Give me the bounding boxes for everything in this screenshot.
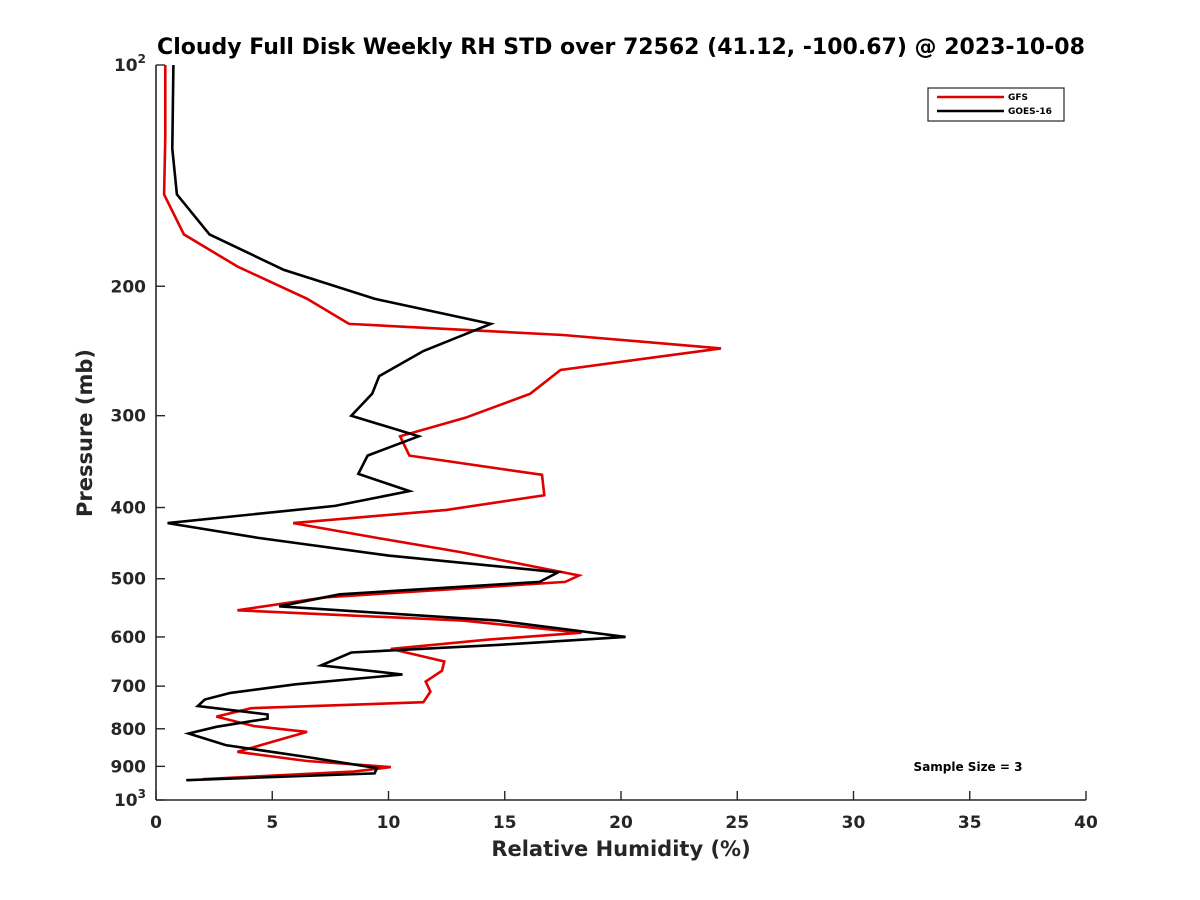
x-tick-label: 20	[609, 813, 633, 833]
y-tick-label: 200	[111, 277, 147, 297]
y-tick-label: 103	[114, 787, 146, 811]
x-tick-label: 30	[842, 813, 866, 833]
x-axis-label: Relative Humidity (%)	[491, 837, 750, 861]
x-tick-label: 35	[958, 813, 982, 833]
y-tick-label: 800	[111, 720, 147, 740]
y-tick-label: 900	[111, 757, 147, 777]
x-ticks: 0 5 10 15 20 25 30 35 40	[150, 791, 1098, 833]
series-line-goes-16	[167, 64, 626, 782]
plot-area	[156, 65, 1086, 800]
y-tick-label: 300	[111, 407, 147, 427]
legend-label-gfs: GFS	[1008, 93, 1028, 103]
sample-size-annotation: Sample Size = 3	[914, 760, 1023, 774]
x-tick-label: 25	[725, 813, 749, 833]
y-tick-label: 700	[111, 677, 147, 697]
y-axis-label: Pressure (mb)	[73, 349, 97, 517]
y-tick-label: 102	[114, 52, 146, 76]
y-tick-label: 500	[111, 570, 147, 590]
x-tick-label: 0	[150, 813, 162, 833]
legend-label-goes-16: GOES-16	[1008, 107, 1052, 117]
series-line-gfs	[162, 65, 722, 781]
chart-title: Cloudy Full Disk Weekly RH STD over 7256…	[157, 35, 1085, 60]
x-tick-label: 10	[377, 813, 401, 833]
x-tick-label: 5	[266, 813, 278, 833]
x-tick-label: 40	[1074, 813, 1098, 833]
y-ticks: 102 200 300 400 500 600 700 800 900 103	[111, 52, 165, 811]
legend-box	[927, 87, 1065, 122]
y-tick-label: 600	[111, 628, 147, 648]
legend: GFS GOES-16	[927, 87, 1065, 122]
series-layer	[162, 64, 722, 782]
y-tick-label: 400	[111, 499, 147, 519]
x-tick-label: 15	[493, 813, 517, 833]
